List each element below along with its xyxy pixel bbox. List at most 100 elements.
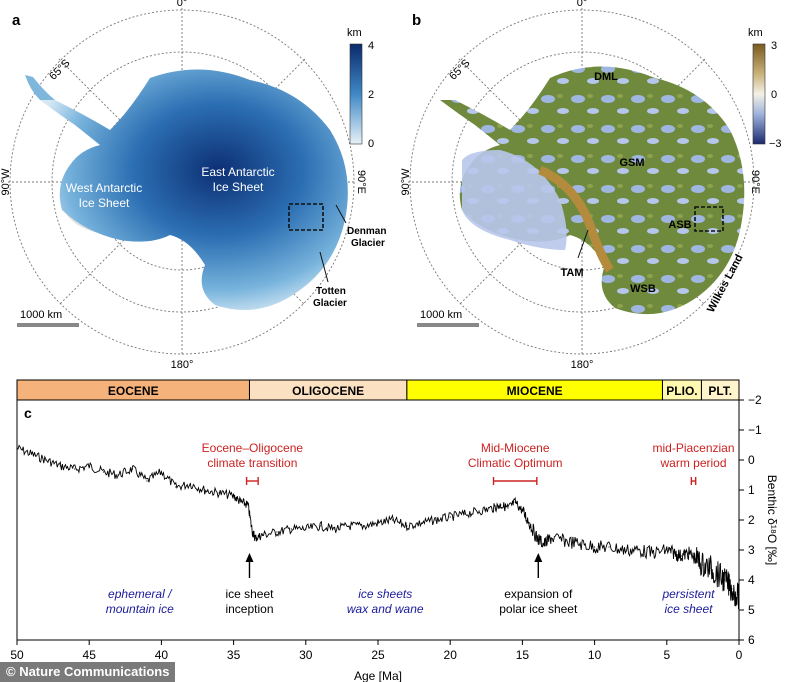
east-antarctic-label-1: East Antarctic xyxy=(201,165,274,179)
colorbar-a-unit: km xyxy=(347,27,362,39)
lat-65s-label: 65°S xyxy=(47,57,72,82)
event-label-0-1: Eocene–Oligocene xyxy=(202,441,304,455)
data-point xyxy=(449,516,451,518)
event-label-2-1: mid-Piacenzian xyxy=(652,441,734,455)
data-point xyxy=(377,522,379,524)
data-point xyxy=(406,525,408,527)
y-tick-label-5: 5 xyxy=(748,603,755,617)
panel-c: EOCENE OLIGOCENE MIOCENE PLIO. PLT. c 50 45 40… xyxy=(10,379,779,682)
epoch-bar: EOCENE OLIGOCENE MIOCENE PLIO. PLT. xyxy=(16,379,740,401)
y-axis-label: Benthic δ¹⁸O [‰] xyxy=(765,475,779,565)
data-point xyxy=(651,552,653,554)
study-area-box-b xyxy=(694,206,724,232)
denman-label-2: Glacier xyxy=(351,238,385,249)
bedrock-topography xyxy=(440,66,745,315)
x-tick-label-20: 20 xyxy=(444,648,458,662)
data-point xyxy=(738,597,739,599)
data-point xyxy=(30,453,33,455)
data-point xyxy=(103,471,105,473)
asb-label: ASB xyxy=(668,219,691,231)
data-point xyxy=(420,522,422,524)
phase-label-2-2: ice sheet xyxy=(664,602,713,616)
phase-label-0-1: ephemeral / xyxy=(108,587,173,601)
data-point xyxy=(261,534,264,536)
data-point xyxy=(348,525,350,527)
lon-90e-label-b: 90°E xyxy=(749,170,761,194)
antarctic-peninsula-tip xyxy=(25,75,55,100)
data-point xyxy=(435,519,437,521)
credit-badge: © Nature Communications xyxy=(0,662,176,682)
data-point xyxy=(536,537,538,539)
data-point xyxy=(146,480,148,482)
lon-180-label: 180° xyxy=(171,359,194,371)
data-point xyxy=(254,537,256,539)
x-axis-label: Age [Ma] xyxy=(354,669,402,682)
lon-180-label-b: 180° xyxy=(571,359,594,371)
y-tick-label-1: 1 xyxy=(748,483,755,497)
x-tick-label-15: 15 xyxy=(516,648,530,662)
data-point xyxy=(543,543,545,545)
scale-bar-a xyxy=(17,323,79,327)
y-axis: −2 −1 0 1 2 3 4 5 6 xyxy=(739,393,762,647)
data-point xyxy=(59,465,61,467)
data-point xyxy=(521,510,524,512)
data-point xyxy=(565,540,567,542)
data-point xyxy=(500,504,502,506)
epoch-label-1: OLIGOCENE xyxy=(292,384,364,398)
phase-label-0-2: mountain ice xyxy=(106,602,174,616)
panel-a-letter: a xyxy=(12,12,21,29)
gsm-label: GSM xyxy=(619,157,644,169)
tam-label: TAM xyxy=(560,267,583,279)
data-point xyxy=(290,528,292,530)
event-label-1-1: Mid-Miocene xyxy=(481,441,550,455)
phase-label-1-1: ice sheets xyxy=(358,587,412,601)
data-point xyxy=(233,495,235,497)
data-point xyxy=(702,564,704,566)
west-antarctic-label-1: West Antarctic xyxy=(66,181,142,195)
data-point xyxy=(391,519,394,521)
data-point xyxy=(709,567,711,569)
data-point xyxy=(687,552,690,554)
x-tick-label-45: 45 xyxy=(83,648,97,662)
dml-label: DML xyxy=(594,71,618,83)
lon-90e-label: 90°E xyxy=(355,170,367,194)
east-antarctic-label-2: Ice Sheet xyxy=(213,180,264,194)
data-point xyxy=(251,531,253,533)
colorbar-a-tick-top: 4 xyxy=(368,40,374,52)
scale-bar-label-b: 1000 km xyxy=(420,309,462,321)
lat-65s-label-b: 65°S xyxy=(447,57,472,82)
x-tick-label-10: 10 xyxy=(588,648,602,662)
phase-label-1-2: wax and wane xyxy=(347,602,424,616)
data-point xyxy=(88,465,90,467)
y-tick-label--2: −2 xyxy=(748,393,762,407)
totten-label-2: Glacier xyxy=(313,298,347,309)
x-tick-label-50: 50 xyxy=(10,648,24,662)
colorbar-b-unit: km xyxy=(748,27,763,39)
data-point xyxy=(117,474,119,476)
scale-bar-b xyxy=(417,323,479,327)
x-tick-label-40: 40 xyxy=(155,648,169,662)
panel-a: a 0° 180° 90°W 90°E 65°S East Antarctic … xyxy=(0,0,386,371)
data-point xyxy=(362,525,365,527)
y-tick-label-3: 3 xyxy=(748,543,755,557)
x-tick-label-0: 0 xyxy=(736,648,743,662)
data-point xyxy=(247,504,249,506)
lon-0-label-b: 0° xyxy=(577,0,588,9)
lon-90w-label: 90°W xyxy=(0,168,12,196)
data-point xyxy=(550,537,552,539)
data-point xyxy=(673,552,675,554)
colorbar-a-tick-mid: 2 xyxy=(368,89,374,101)
x-tick-label-5: 5 xyxy=(663,648,670,662)
transantarctic-mountains xyxy=(538,165,614,273)
data-point xyxy=(492,507,495,509)
data-point xyxy=(334,528,336,530)
data-point xyxy=(637,549,639,551)
arrow-label-0-2: inception xyxy=(225,602,273,616)
x-tick-label-25: 25 xyxy=(371,648,385,662)
data-point xyxy=(622,549,625,551)
event-label-0-2: climate transition xyxy=(207,456,297,470)
data-point xyxy=(17,447,18,449)
data-point xyxy=(464,513,466,515)
